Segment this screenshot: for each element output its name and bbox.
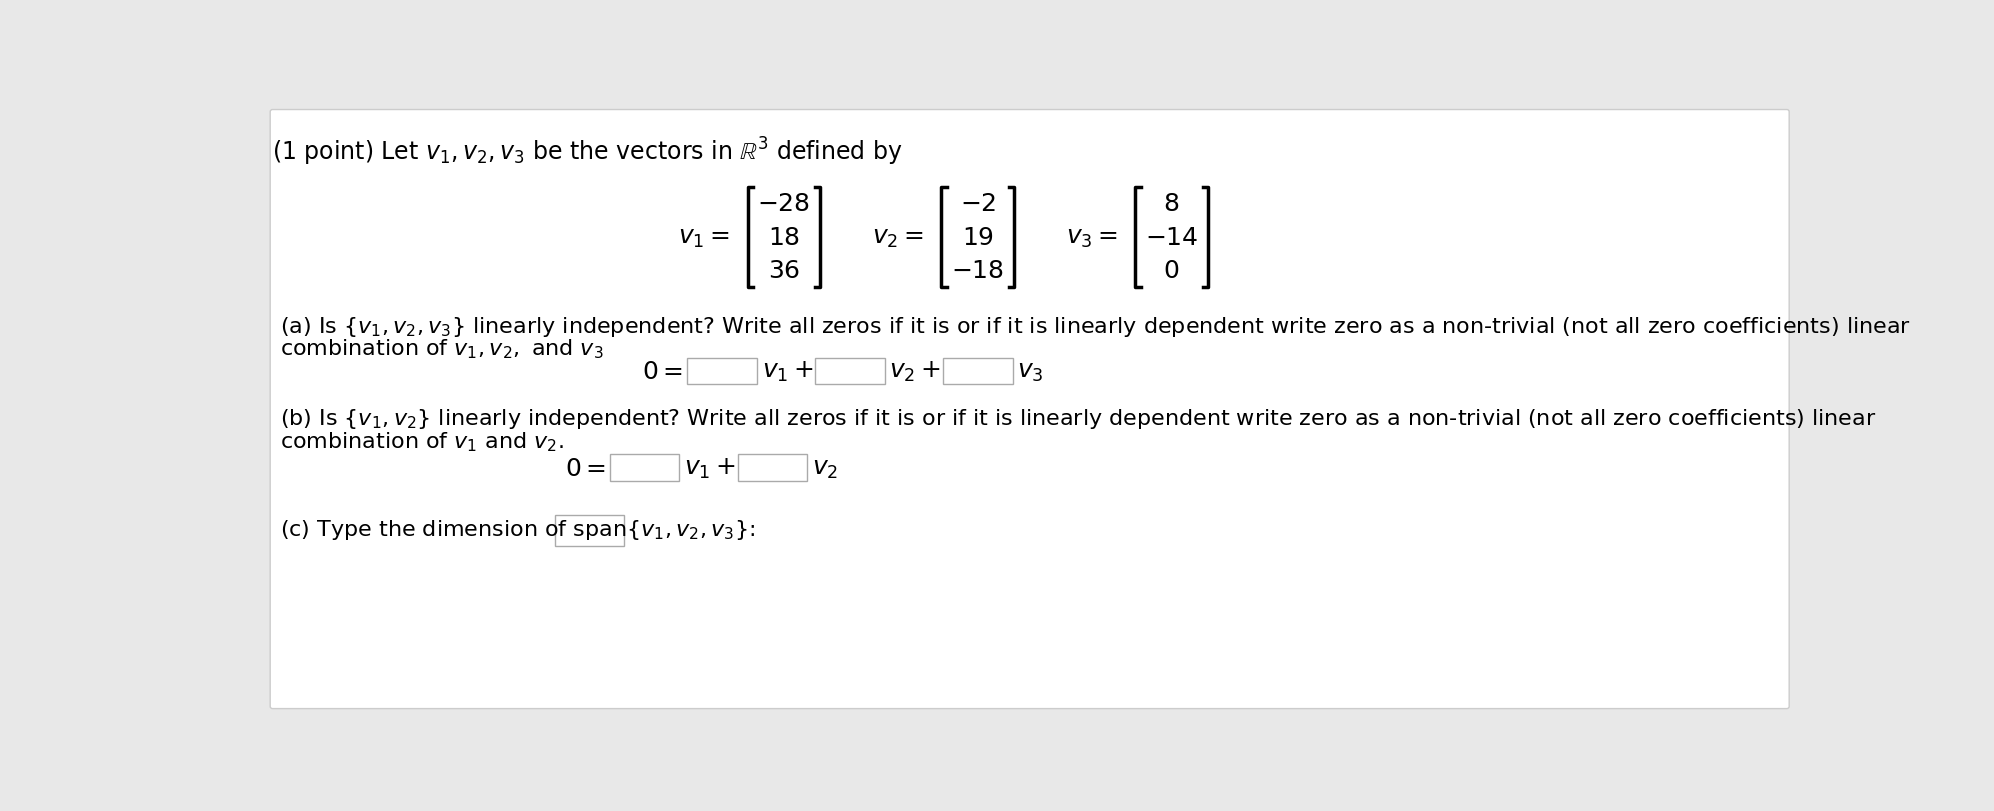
Text: $v_3 =$: $v_3 =$ bbox=[1065, 225, 1117, 249]
Text: $8$: $8$ bbox=[1163, 192, 1180, 216]
Text: $v_2 =$: $v_2 =$ bbox=[871, 225, 923, 249]
Text: $0 =$: $0 =$ bbox=[642, 360, 684, 384]
Text: (1 point) Let $v_1, v_2, v_3$ be the vectors in $\mathbb{R}^3$ defined by: (1 point) Let $v_1, v_2, v_3$ be the vec… bbox=[273, 135, 903, 168]
Text: combination of $v_1$ and $v_2$.: combination of $v_1$ and $v_2$. bbox=[281, 430, 564, 453]
Text: $v_1 =$: $v_1 =$ bbox=[678, 225, 730, 249]
Text: $v_1+$: $v_1+$ bbox=[684, 456, 736, 480]
Text: $-28$: $-28$ bbox=[758, 192, 810, 216]
Text: $-2$: $-2$ bbox=[959, 192, 995, 216]
Text: $-18$: $-18$ bbox=[951, 259, 1005, 282]
Text: $19$: $19$ bbox=[961, 225, 993, 249]
Text: $0 =$: $0 =$ bbox=[564, 456, 606, 480]
Text: (b) Is $\{v_1, v_2\}$ linearly independent? Write all zeros if it is or if it is: (b) Is $\{v_1, v_2\}$ linearly independe… bbox=[281, 406, 1876, 431]
Text: $v_2+$: $v_2+$ bbox=[889, 360, 941, 384]
FancyBboxPatch shape bbox=[610, 455, 680, 481]
FancyBboxPatch shape bbox=[556, 516, 624, 547]
Text: $v_1+$: $v_1+$ bbox=[762, 360, 814, 384]
Text: $v_3$: $v_3$ bbox=[1017, 360, 1043, 384]
FancyBboxPatch shape bbox=[269, 110, 1789, 709]
FancyBboxPatch shape bbox=[688, 358, 758, 385]
Text: $0$: $0$ bbox=[1163, 259, 1180, 282]
Text: $36$: $36$ bbox=[768, 259, 800, 282]
FancyBboxPatch shape bbox=[816, 358, 885, 385]
Text: $-14$: $-14$ bbox=[1145, 225, 1198, 249]
FancyBboxPatch shape bbox=[943, 358, 1013, 385]
Text: (a) Is $\{v_1, v_2, v_3\}$ linearly independent? Write all zeros if it is or if : (a) Is $\{v_1, v_2, v_3\}$ linearly inde… bbox=[281, 314, 1910, 338]
Text: $v_2$: $v_2$ bbox=[812, 456, 837, 480]
Text: combination of $v_1, v_2,$ and $v_3$: combination of $v_1, v_2,$ and $v_3$ bbox=[281, 337, 604, 361]
Text: (c) Type the dimension of span$\{v_1, v_2, v_3\}$:: (c) Type the dimension of span$\{v_1, v_… bbox=[281, 517, 756, 542]
Text: $18$: $18$ bbox=[768, 225, 800, 249]
FancyBboxPatch shape bbox=[738, 455, 808, 481]
